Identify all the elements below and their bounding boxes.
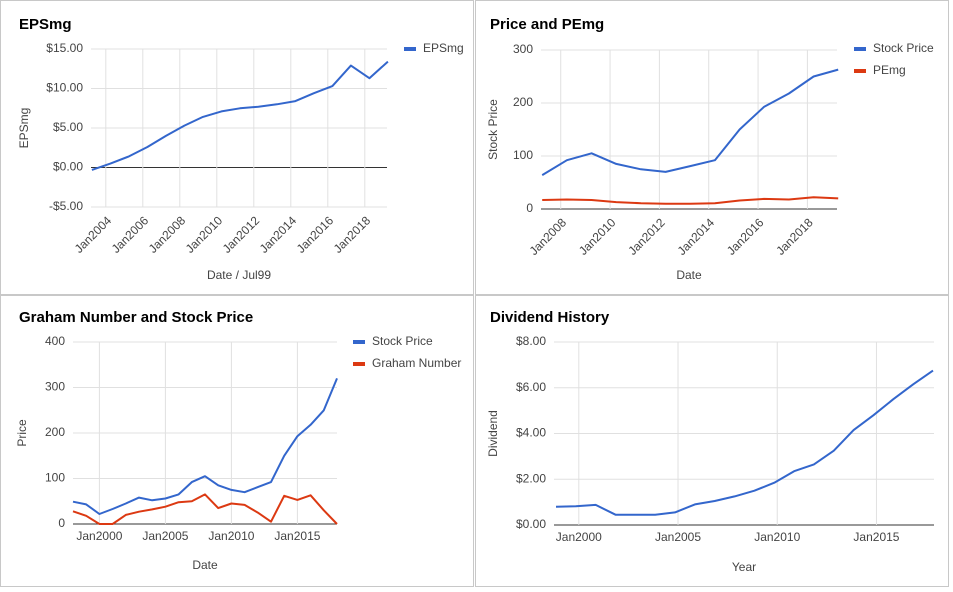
x-tick-label: Jan2005 [142,529,188,543]
legend-swatch [854,69,866,73]
x-tick-label: Jan2004 [72,213,115,256]
x-tick-label: Jan2016 [294,213,337,256]
x-tick-label: Jan2012 [625,215,668,258]
legend-swatch [353,340,365,344]
y-tick-label: 200 [45,425,65,439]
legend-swatch [353,362,365,366]
y-tick-label: $5.00 [53,120,83,134]
y-tick-label: $4.00 [516,426,546,440]
x-tick-label: Jan2010 [576,215,619,258]
y-tick-label: 0 [58,516,65,530]
x-tick-label: Jan2018 [773,215,816,258]
y-tick-label: -$5.00 [49,199,83,213]
y-tick-label: $15.00 [46,41,83,55]
y-tick-label: $0.00 [53,160,83,174]
x-tick-label: Jan2005 [655,530,701,544]
y-tick-label: 100 [45,471,65,485]
x-axis-label: Date [192,558,218,572]
x-tick-label: Jan2006 [109,213,152,256]
chart-panel: EPSmg Date / Jul99 EPSmg $15.00 $10.00 $5.00 $… [0,0,474,295]
x-tick-label: Jan2018 [331,213,374,256]
series-line [555,369,934,516]
x-tick-label: Jan2010 [754,530,800,544]
y-tick-label: 300 [513,42,533,56]
chart-title: EPSmg [19,16,72,33]
x-tick-label: Jan2014 [675,215,718,258]
chart-title: Price and PEmg [490,16,604,33]
series-line [72,378,338,515]
legend-label: Stock Price [873,41,934,55]
y-tick-label: $6.00 [516,380,546,394]
x-tick-label: Jan2010 [208,529,254,543]
x-tick-label: Jan2008 [527,215,570,258]
chart-title: Graham Number and Stock Price [19,309,253,326]
x-tick-label: Jan2010 [183,213,226,256]
x-axis-label: Date [676,268,702,282]
legend-swatch [854,47,866,51]
x-axis-label: Date / Jul99 [207,268,271,282]
y-tick-label: $10.00 [46,81,83,95]
y-tick-label: $2.00 [516,471,546,485]
y-tick-label: 0 [526,201,533,215]
chart-panel: Graham Number and Stock Price Date Price 40… [0,295,474,587]
legend-label: EPSmg [423,41,464,55]
x-tick-label: Jan2012 [220,213,263,256]
legend-label: Graham Number [372,356,461,370]
legend-label: Stock Price [372,334,433,348]
x-tick-label: Jan2008 [146,213,189,256]
series-line [91,60,389,171]
chart-title: Dividend History [490,309,610,326]
x-tick-label: Jan2015 [853,530,899,544]
y-tick-label: 200 [513,95,533,109]
y-tick-label: 300 [45,380,65,394]
x-axis-label: Year [732,560,756,574]
y-tick-label: $0.00 [516,517,546,531]
x-tick-label: Jan2015 [274,529,320,543]
x-tick-label: Jan2000 [556,530,602,544]
x-tick-label: Jan2016 [724,215,767,258]
y-tick-label: 400 [45,334,65,348]
y-axis-label: Price [15,419,29,447]
x-tick-label: Jan2014 [257,213,300,256]
y-axis-label: Stock Price [486,99,500,160]
legend-swatch [404,47,416,51]
y-axis-label: EPSmg [17,108,31,149]
series-line [541,68,839,176]
x-tick-label: Jan2000 [76,529,122,543]
y-axis-label: Dividend [486,410,500,457]
chart-panel: Dividend History Year Dividend $8.00 $6.00 $4… [475,295,949,587]
series-line [542,196,839,205]
y-tick-label: 100 [513,148,533,162]
series-line [72,493,338,525]
y-tick-label: $8.00 [516,334,546,348]
legend-label: PEmg [873,63,906,77]
